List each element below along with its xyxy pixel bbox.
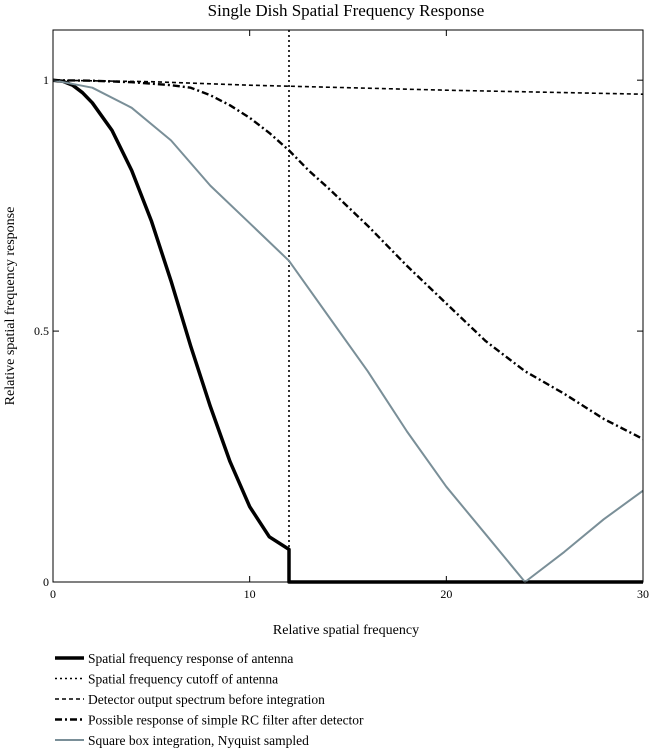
- legend-label: Possible response of simple RC filter af…: [88, 713, 364, 728]
- series-line-5: [52, 79, 644, 583]
- legend-item: Possible response of simple RC filter af…: [55, 713, 364, 728]
- x-tick-label: 10: [244, 587, 256, 601]
- legend-item: Spatial frequency response of antenna: [55, 651, 293, 666]
- legend-label: Spatial frequency response of antenna: [88, 651, 293, 666]
- legend-label: Detector output spectrum before integrat…: [88, 692, 325, 707]
- plot-frame: [52, 29, 644, 583]
- legend: Spatial frequency response of antenna Spa…: [55, 651, 364, 748]
- series-line-3: [52, 79, 644, 95]
- legend-item: Detector output spectrum before integrat…: [55, 692, 325, 707]
- legend-item: Spatial frequency cutoff of antenna: [55, 672, 278, 687]
- x-tick-label: 30: [637, 587, 649, 601]
- y-axis-title: Relative spatial frequency response: [3, 207, 18, 406]
- x-axis-title: Relative spatial frequency: [273, 623, 419, 638]
- legend-label: Spatial frequency cutoff of antenna: [88, 672, 278, 687]
- plot-area: 0 10 20 30 0 0.5 1: [34, 29, 649, 601]
- x-tick-label: 0: [50, 587, 56, 601]
- legend-label: Square box integration, Nyquist sampled: [88, 733, 309, 748]
- chart-title: Single Dish Spatial Frequency Response: [208, 1, 485, 20]
- y-tick-label: 1: [43, 73, 49, 87]
- y-tick-label: 0: [43, 575, 49, 589]
- series-line-1: [52, 78, 643, 584]
- x-tick-label: 20: [440, 587, 452, 601]
- legend-item: Square box integration, Nyquist sampled: [55, 733, 309, 748]
- y-tick-label: 0.5: [34, 324, 49, 338]
- series-line-4: [52, 79, 644, 441]
